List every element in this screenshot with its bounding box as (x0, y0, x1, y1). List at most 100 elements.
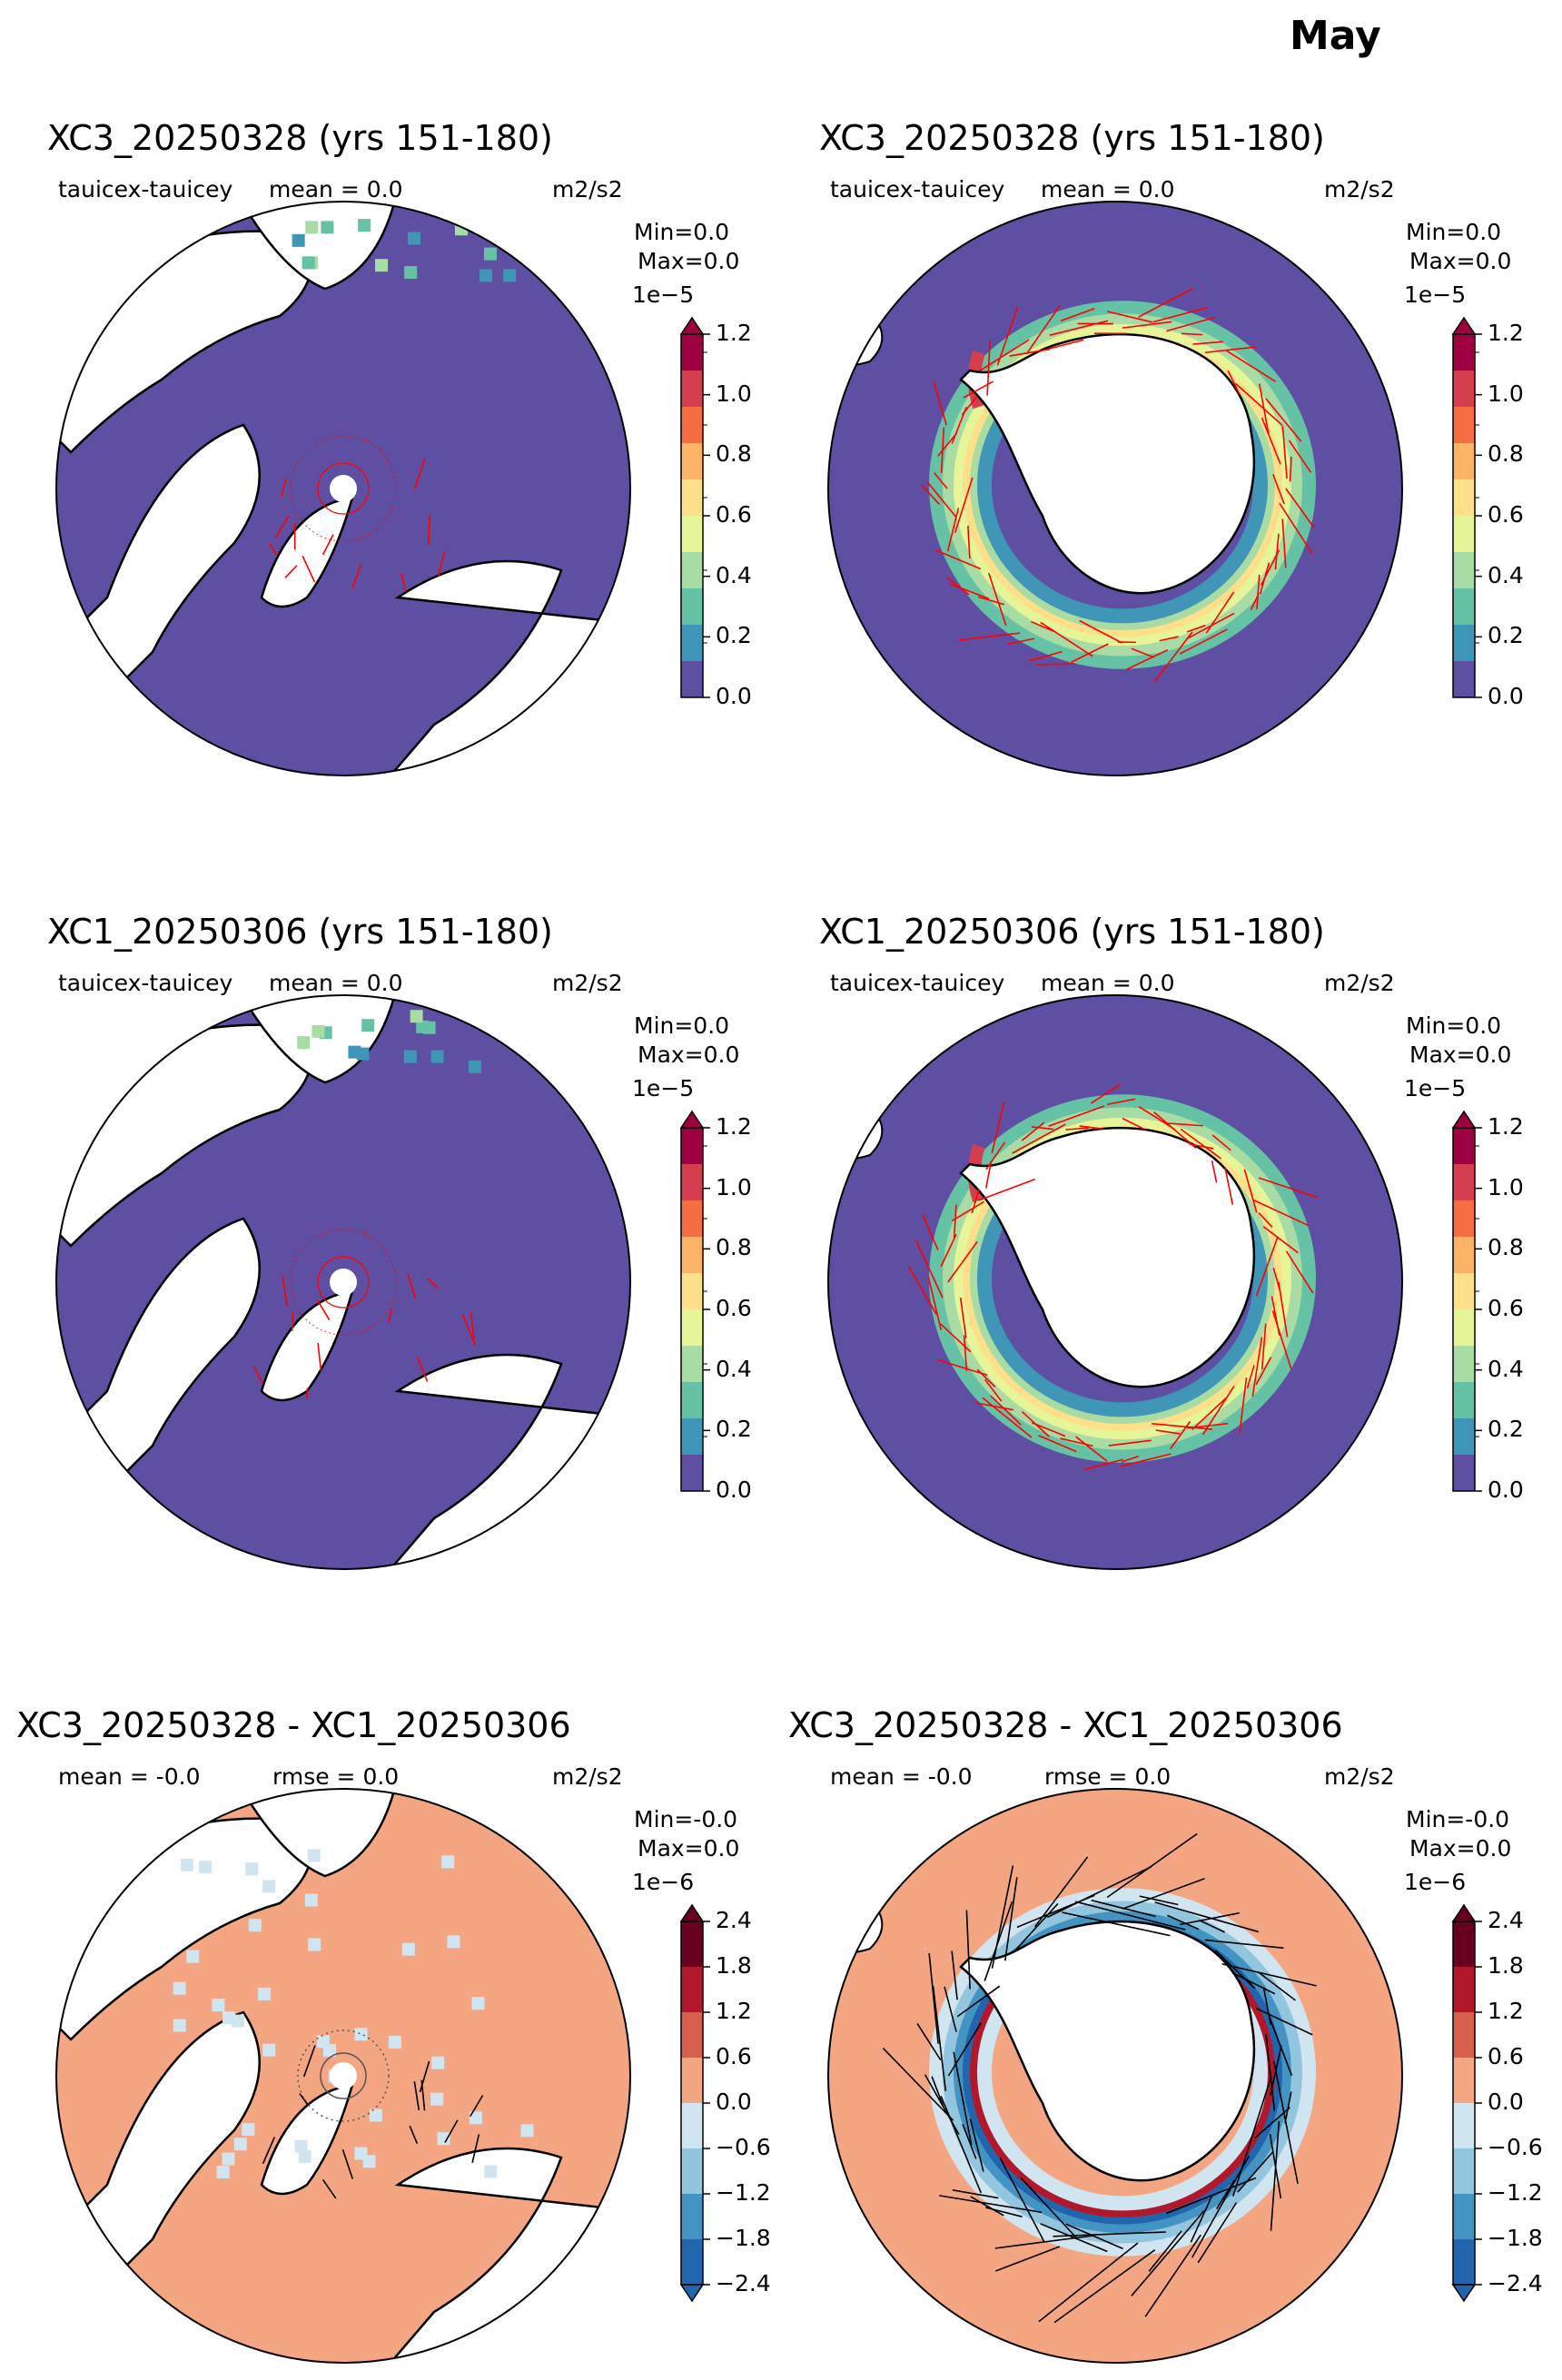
panel-2 (816, 202, 1482, 775)
colorbar-segment (1453, 516, 1475, 553)
map-south (816, 995, 1402, 1569)
stress-cell (408, 232, 420, 244)
stress-cell (302, 256, 315, 269)
diff-cell (232, 2015, 244, 2028)
colorbar-segment (1453, 2012, 1475, 2059)
stress-cell (469, 1061, 481, 1073)
colorbar-extend-max (1453, 318, 1475, 334)
panel-3 (35, 983, 710, 1582)
stress-cell (600, 1018, 613, 1031)
diff-cell (249, 1919, 262, 1931)
colorbar-extend-min (681, 2285, 703, 2301)
colorbar-segment (1453, 479, 1475, 517)
colorbar-segment (681, 2194, 703, 2240)
stress-cell (498, 217, 510, 230)
stress-cell (550, 1010, 563, 1022)
diff-cell (181, 1859, 193, 1871)
colorbar-segment (681, 552, 703, 589)
map-north (35, 983, 643, 1582)
stress-cell (484, 248, 497, 261)
colorbar-segment (681, 1921, 703, 1968)
colorbar-segment (681, 588, 703, 626)
colorbar-segment (681, 2058, 703, 2104)
stress-cell (348, 1046, 361, 1059)
stress-vector (292, 1312, 293, 1331)
colorbar-segment (1453, 334, 1475, 371)
diff-cell (438, 2132, 450, 2145)
diff-cell (262, 1880, 275, 1892)
colorbar-extend-max (681, 318, 703, 334)
diff-cell (222, 2152, 234, 2165)
colorbar-segment (1453, 588, 1475, 626)
map-north (35, 189, 643, 788)
south-america-tip (816, 323, 882, 367)
colorbar-segment (1453, 1164, 1475, 1201)
colorbar-segment (681, 2012, 703, 2059)
colorbar-extend-max (1453, 1905, 1475, 1921)
colorbar-segment (681, 407, 703, 444)
colorbar-segment (1453, 1273, 1475, 1310)
pole-hole (330, 475, 357, 502)
diff-cell (430, 2093, 443, 2106)
stress-vector (1037, 664, 1075, 665)
stress-cell (404, 266, 417, 279)
stress-cell (423, 1022, 436, 1034)
colorbar-segment (1453, 407, 1475, 444)
colorbar-segment (681, 2148, 703, 2195)
stress-cell (311, 1025, 324, 1038)
colorbar-segment (1453, 1346, 1475, 1383)
colorbar-extend-max (1453, 1111, 1475, 1128)
colorbar-segment (681, 625, 703, 662)
colorbar-segment (1453, 1418, 1475, 1456)
diff-cell (258, 1988, 271, 2000)
colorbar-segment (681, 1967, 703, 2013)
diff-cell (186, 1950, 199, 1963)
diff-cell (441, 1855, 454, 1868)
colorbar-segment (1453, 1455, 1475, 1492)
colorbar-segment (1453, 443, 1475, 480)
colorbar-extend-max (681, 1905, 703, 1921)
colorbar-segment (681, 1418, 703, 1456)
pole-hole (330, 1269, 357, 1296)
colorbar-segment (1453, 1382, 1475, 1419)
diff-cell (242, 2123, 254, 2136)
diff-cell (484, 2165, 497, 2178)
colorbar-segment (681, 661, 703, 698)
colorbar-segment (1453, 2058, 1475, 2104)
diff-cell (308, 1849, 321, 1862)
colorbar-segment (1453, 2148, 1475, 2195)
diff-cell (355, 2028, 368, 2040)
stress-cell (479, 269, 492, 281)
south-america-tip (816, 1117, 882, 1160)
map-north (35, 1776, 643, 2375)
colorbar-segment (681, 2103, 703, 2149)
diff-cell (262, 2044, 275, 2057)
colorbar-segment (1453, 625, 1475, 662)
colorbar-segment (681, 1237, 703, 1274)
map-south (816, 1789, 1402, 2363)
diff-cell (299, 2150, 311, 2163)
diff-cell (389, 2036, 401, 2049)
diff-cell (173, 1982, 186, 1995)
panel-4 (816, 995, 1482, 1569)
stress-cell (321, 221, 333, 233)
diff-cell (173, 2019, 186, 2031)
colorbar-segment (681, 1273, 703, 1310)
stress-cell (522, 248, 535, 261)
stress-cell (503, 269, 516, 281)
colorbar-segment (1453, 1967, 1475, 2013)
diff-cell (354, 2148, 367, 2160)
colorbar-segment (1453, 2103, 1475, 2149)
colorbar-segment (1453, 661, 1475, 698)
colorbar-segment (681, 1164, 703, 1201)
diff-cell (234, 2138, 247, 2150)
stress-cell (577, 238, 589, 251)
colorbar-segment (681, 443, 703, 480)
panel-6 (816, 1789, 1482, 2363)
stress-cell (292, 234, 305, 247)
colorbar-segment (1453, 2239, 1475, 2286)
stress-cell (297, 1036, 310, 1049)
stress-cell (431, 1051, 444, 1063)
colorbar-segment (681, 516, 703, 553)
